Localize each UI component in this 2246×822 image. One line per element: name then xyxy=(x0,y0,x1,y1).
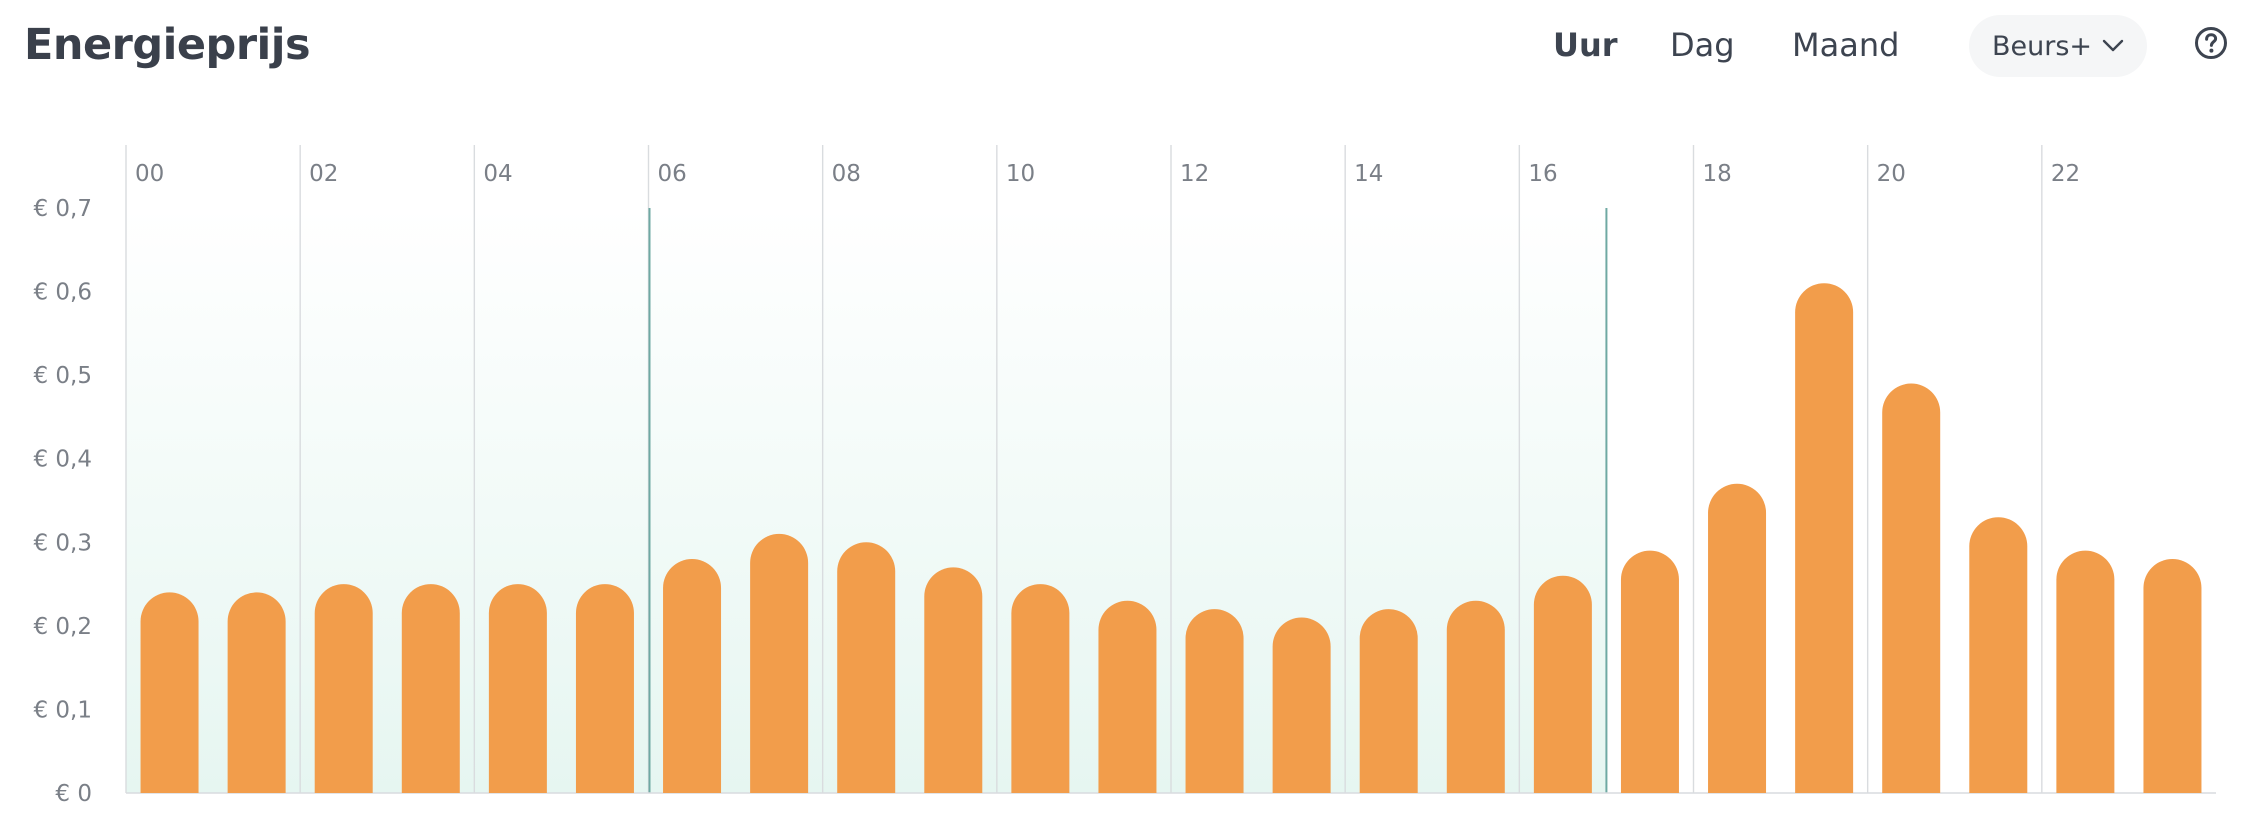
x-tick-label-16: 16 xyxy=(1528,161,1557,187)
tab-maand[interactable]: Maand xyxy=(1792,26,1899,64)
tariff-dropdown[interactable]: Beurs+ xyxy=(1969,15,2147,77)
y-axis: € 0 € 0,1 € 0,2 € 0,3 € 0,4 € 0,5 € 0,6 € 0,7 xyxy=(33,196,92,807)
bar-16[interactable] xyxy=(1534,576,1592,793)
bar-18[interactable] xyxy=(1708,484,1766,793)
bar-20[interactable] xyxy=(1882,384,1940,794)
bar-12[interactable] xyxy=(1186,609,1244,793)
y-tick-label: € 0,2 xyxy=(33,614,92,640)
bar-10[interactable] xyxy=(1011,584,1069,793)
tab-uur[interactable]: Uur xyxy=(1553,26,1618,64)
bar-13[interactable] xyxy=(1273,618,1331,794)
y-tick-label: € 0,4 xyxy=(33,447,92,473)
bar-03[interactable] xyxy=(402,584,460,793)
bar-09[interactable] xyxy=(924,567,982,793)
bar-02[interactable] xyxy=(315,584,373,793)
y-tick-label: € 0,1 xyxy=(33,697,92,723)
bar-17[interactable] xyxy=(1621,551,1679,793)
bar-11[interactable] xyxy=(1098,601,1156,793)
x-tick-label-18: 18 xyxy=(1703,161,1732,187)
x-axis: 00 02 04 06 08 10 12 14 16 18 20 22 xyxy=(135,161,2080,187)
bar-14[interactable] xyxy=(1360,609,1418,793)
y-tick-label: € 0,7 xyxy=(33,196,92,222)
bar-00[interactable] xyxy=(141,592,199,793)
bar-23[interactable] xyxy=(2143,559,2201,793)
page-title: Energieprijs xyxy=(24,20,310,70)
bar-06[interactable] xyxy=(663,559,721,793)
x-tick-label-14: 14 xyxy=(1354,161,1383,187)
x-tick-label-04: 04 xyxy=(483,161,512,187)
x-tick-label-20: 20 xyxy=(1877,161,1906,187)
x-tick-label-12: 12 xyxy=(1180,161,1209,187)
bar-21[interactable] xyxy=(1969,517,2027,793)
tab-dag[interactable]: Dag xyxy=(1670,26,1735,64)
bar-04[interactable] xyxy=(489,584,547,793)
header: Energieprijs Uur Dag Maand Beurs+ xyxy=(0,0,2246,100)
y-tick-label: € 0,3 xyxy=(33,530,92,556)
bar-19[interactable] xyxy=(1795,283,1853,793)
x-tick-label-00: 00 xyxy=(135,161,164,187)
y-tick-label: € 0 xyxy=(55,781,92,807)
bar-05[interactable] xyxy=(576,584,634,793)
help-circle-icon[interactable] xyxy=(2194,26,2228,60)
highlight-region-0 xyxy=(126,208,649,793)
x-tick-label-22: 22 xyxy=(2051,161,2080,187)
x-tick-label-06: 06 xyxy=(658,161,687,187)
chevron-down-icon xyxy=(2102,39,2124,53)
bar-22[interactable] xyxy=(2056,551,2114,793)
bar-07[interactable] xyxy=(750,534,808,793)
y-tick-label: € 0,6 xyxy=(33,280,92,306)
bar-01[interactable] xyxy=(228,592,286,793)
y-tick-label: € 0,5 xyxy=(33,363,92,389)
x-tick-label-08: 08 xyxy=(832,161,861,187)
bar-15[interactable] xyxy=(1447,601,1505,793)
tariff-dropdown-label: Beurs+ xyxy=(1992,31,2092,62)
x-tick-label-02: 02 xyxy=(309,161,338,187)
x-tick-label-10: 10 xyxy=(1006,161,1035,187)
bar-08[interactable] xyxy=(837,542,895,793)
